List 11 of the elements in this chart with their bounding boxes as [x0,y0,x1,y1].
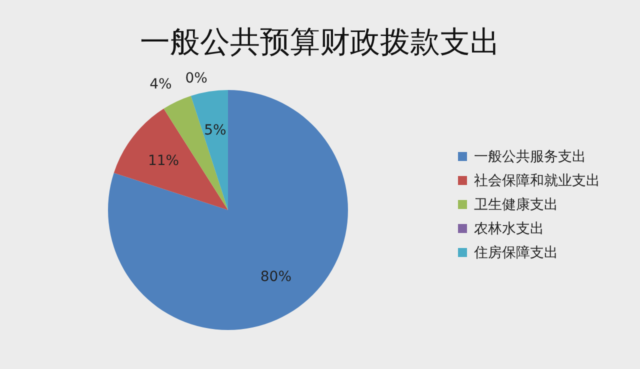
legend-label: 社会保障和就业支出 [474,173,600,189]
data-label: 11% [148,152,180,169]
text: 0% [185,70,208,86]
legend-label: 卫生健康支出 [474,197,558,213]
legend-label: 住房保障支出 [473,245,558,261]
chart-title: 一般公共预算财政拨款支出 [140,25,500,60]
legend-label: 农林水支出 [474,221,544,237]
legend-label: 一般公共服务支出 [474,149,586,165]
data-label: 4% [150,76,172,93]
data-label: 5% [204,122,226,138]
data-label: 80% [260,269,292,286]
